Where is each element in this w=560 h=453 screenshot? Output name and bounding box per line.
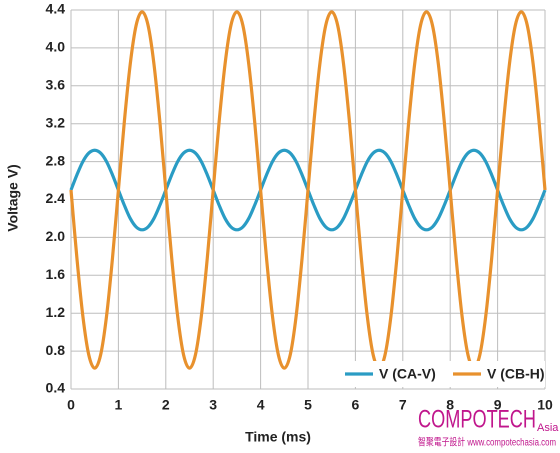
- x-tick-label: 5: [304, 397, 312, 413]
- x-axis-title: Time (ms): [245, 429, 311, 445]
- y-tick-label: 2.4: [46, 190, 66, 206]
- x-tick-label: 1: [115, 397, 123, 413]
- x-tick-label: 2: [162, 397, 170, 413]
- legend-label: V (CB-H): [487, 366, 545, 382]
- x-tick-label: 6: [352, 397, 360, 413]
- y-tick-label: 0.8: [46, 342, 66, 358]
- y-tick-label: 4.4: [46, 1, 66, 17]
- y-tick-label: 1.6: [46, 266, 66, 282]
- y-tick-label: 3.2: [46, 114, 66, 130]
- y-tick-label: 1.2: [46, 304, 66, 320]
- x-tick-label: 10: [537, 397, 553, 413]
- y-tick-label: 0.4: [46, 380, 66, 396]
- x-tick-label: 0: [67, 397, 75, 413]
- legend: V (CA-V) V (CB-H): [339, 361, 545, 387]
- x-tick-label: 8: [446, 397, 454, 413]
- y-axis-title: Voltage V): [5, 164, 21, 231]
- x-tick-label: 7: [399, 397, 407, 413]
- series-line: [69, 10, 547, 370]
- y-tick-label: 3.6: [46, 77, 66, 93]
- y-tick-label: 4.0: [46, 39, 66, 55]
- watermark-suffix: Asia: [537, 422, 559, 434]
- watermark: COMPOTECH Asia 智聚電子設計 www.compotechasia.…: [418, 406, 559, 449]
- y-tick-label: 2.8: [46, 152, 66, 168]
- y-tick-label: 2.0: [46, 228, 66, 244]
- x-tick-label: 3: [209, 397, 217, 413]
- legend-background: [339, 361, 545, 387]
- x-tick-label: 9: [494, 397, 502, 413]
- watermark-tagline: 智聚電子設計 www.compotechasia.com: [418, 436, 556, 449]
- x-tick-label: 4: [257, 397, 265, 413]
- legend-label: V (CA-V): [379, 366, 436, 382]
- watermark-brand: COMPOTECH: [418, 406, 536, 434]
